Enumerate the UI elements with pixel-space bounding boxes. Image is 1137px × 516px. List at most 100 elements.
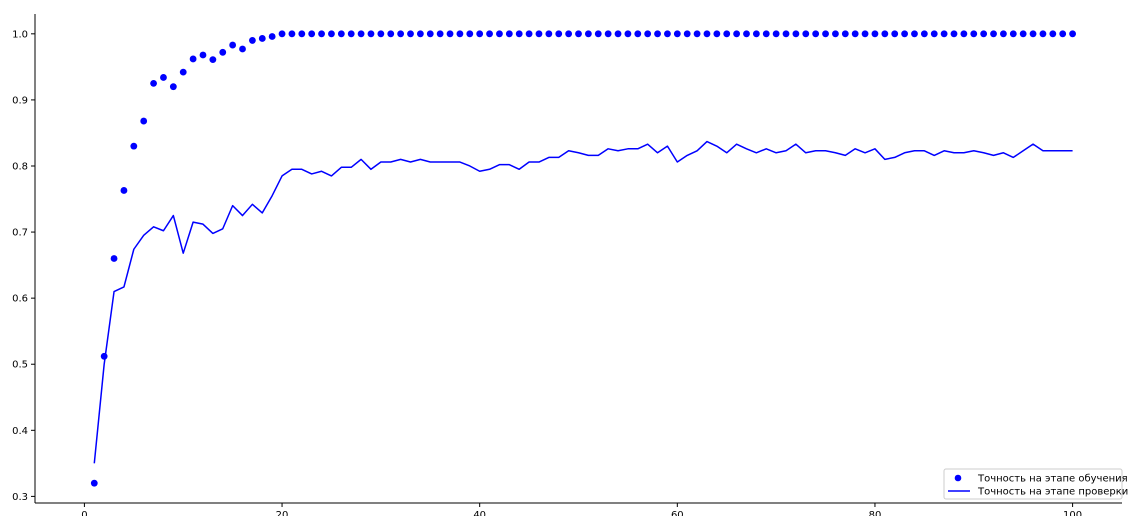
- x-tick-label: 40: [473, 510, 486, 516]
- training-accuracy-point: [683, 30, 691, 38]
- training-accuracy-point: [298, 30, 306, 38]
- validation-series: [93, 140, 1073, 464]
- training-accuracy-point: [535, 30, 543, 38]
- training-accuracy-point: [357, 30, 365, 38]
- y-tick-label: 1.0: [12, 29, 28, 40]
- training-accuracy-point: [189, 55, 197, 63]
- training-accuracy-point: [249, 37, 256, 44]
- training-accuracy-point: [1069, 30, 1076, 38]
- x-tick-label: 0: [81, 510, 87, 516]
- training-accuracy-point: [397, 30, 405, 38]
- y-tick-label: 0.9: [12, 95, 28, 106]
- training-accuracy-point: [940, 30, 948, 38]
- training-accuracy-point: [308, 30, 316, 38]
- axes: [34, 14, 1122, 504]
- training-accuracy-point: [239, 45, 246, 53]
- training-accuracy-point: [565, 30, 573, 38]
- training-accuracy-point: [416, 30, 424, 38]
- training-accuracy-point: [901, 30, 908, 38]
- training-accuracy-point: [1049, 30, 1057, 38]
- y-tick-label: 0.7: [12, 228, 28, 239]
- training-accuracy-point: [1019, 30, 1027, 38]
- training-accuracy-point: [891, 30, 899, 38]
- training-accuracy-point: [822, 30, 829, 38]
- training-series: [90, 30, 1076, 487]
- training-accuracy-point: [90, 479, 98, 487]
- training-accuracy-point: [644, 30, 652, 38]
- training-accuracy-point: [466, 30, 474, 38]
- training-accuracy-point: [130, 142, 138, 150]
- training-accuracy-point: [713, 30, 721, 38]
- training-accuracy-point: [832, 30, 839, 38]
- legend-label-validation: Точность на этапе проверки: [977, 487, 1128, 498]
- training-accuracy-point: [199, 51, 207, 59]
- training-accuracy-point: [1039, 30, 1047, 38]
- x-ticks: 0 20 40 60 80 100: [81, 503, 1082, 516]
- training-accuracy-point: [407, 30, 414, 38]
- training-accuracy-point: [476, 30, 484, 38]
- training-accuracy-point: [268, 33, 276, 40]
- training-accuracy-point: [624, 30, 632, 38]
- training-accuracy-point: [426, 30, 434, 38]
- training-accuracy-point: [970, 30, 978, 38]
- y-tick-label: 0.6: [12, 294, 28, 305]
- training-accuracy-point: [288, 30, 296, 38]
- x-tick-label: 100: [1063, 510, 1082, 516]
- training-accuracy-point: [219, 48, 227, 56]
- training-accuracy-point: [377, 30, 385, 38]
- training-accuracy-point: [693, 30, 701, 38]
- training-accuracy-point: [446, 30, 454, 38]
- y-tick-label: 0.5: [12, 360, 28, 371]
- training-accuracy-point: [1059, 30, 1067, 38]
- y-ticks: 0.3 0.4 0.5 0.6 0.7 0.8 0.9 1.0: [12, 29, 35, 503]
- training-accuracy-point: [871, 30, 879, 38]
- training-accuracy-point: [436, 30, 444, 38]
- training-accuracy-point: [505, 30, 513, 38]
- training-accuracy-point: [772, 30, 780, 38]
- training-accuracy-point: [387, 30, 395, 38]
- training-accuracy-point: [802, 30, 810, 38]
- legend-box: [943, 468, 1123, 500]
- training-accuracy-point: [782, 30, 790, 38]
- training-accuracy-point: [604, 30, 612, 38]
- training-accuracy-point: [584, 30, 592, 38]
- training-accuracy-point: [851, 30, 859, 38]
- y-tick-label: 0.4: [12, 426, 28, 437]
- training-accuracy-point: [545, 30, 553, 38]
- x-tick-label: 80: [869, 510, 882, 516]
- legend-label-training: Точность на этапе обучения: [977, 474, 1128, 485]
- training-accuracy-point: [673, 30, 681, 38]
- training-accuracy-point: [486, 30, 493, 38]
- training-accuracy-point: [911, 30, 918, 38]
- y-tick-label: 0.8: [12, 161, 28, 172]
- training-accuracy-point: [1009, 30, 1017, 38]
- training-accuracy-point: [525, 30, 533, 38]
- training-accuracy-point: [841, 30, 849, 38]
- training-accuracy-point: [743, 30, 750, 38]
- legend-marker-training: [954, 474, 962, 482]
- training-accuracy-point: [762, 30, 770, 38]
- training-accuracy-point: [496, 30, 503, 38]
- training-accuracy-point: [229, 41, 237, 49]
- training-accuracy-point: [337, 30, 345, 38]
- training-accuracy-point: [920, 30, 928, 38]
- training-accuracy-point: [812, 30, 820, 38]
- training-accuracy-point: [209, 56, 217, 63]
- validation-accuracy-line: [93, 140, 1073, 464]
- training-accuracy-point: [594, 30, 602, 38]
- training-accuracy-point: [634, 30, 642, 38]
- training-accuracy-point: [703, 30, 711, 38]
- training-accuracy-point: [950, 30, 958, 38]
- training-accuracy-point: [990, 30, 997, 38]
- training-accuracy-point: [160, 74, 167, 81]
- training-accuracy-point: [733, 30, 741, 38]
- training-accuracy-point: [1029, 30, 1037, 38]
- x-tick-label: 20: [276, 510, 289, 516]
- training-accuracy-point: [881, 30, 889, 38]
- training-accuracy-point: [752, 30, 760, 38]
- training-accuracy-point: [861, 30, 869, 38]
- training-accuracy-point: [169, 83, 177, 91]
- training-accuracy-point: [318, 30, 325, 38]
